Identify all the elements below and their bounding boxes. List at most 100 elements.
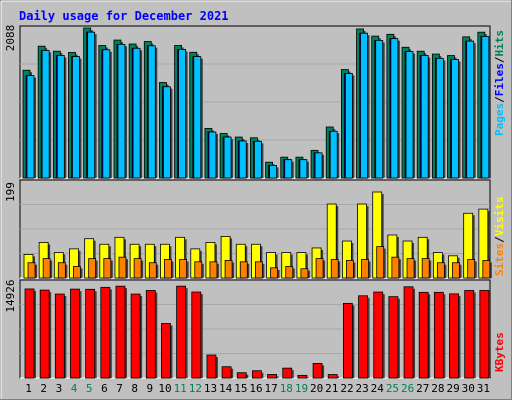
x-tick-label: 29 xyxy=(446,382,459,395)
pages-bar xyxy=(329,130,338,179)
x-tick-label: 8 xyxy=(131,382,138,395)
pages-bar xyxy=(26,75,35,179)
sites-bar xyxy=(315,258,324,279)
pages-bar xyxy=(435,57,444,179)
x-tick-label: 1 xyxy=(25,382,32,395)
sites-bar xyxy=(421,258,430,279)
sites-bar xyxy=(467,259,476,279)
kbytes-bar xyxy=(403,286,414,379)
x-tick-label: 11 xyxy=(174,382,187,395)
kbytes-bar xyxy=(388,296,399,379)
kbytes-bar xyxy=(85,288,96,379)
pages-bar xyxy=(375,40,384,179)
kbytes-bar xyxy=(267,374,277,379)
pages-bar xyxy=(56,55,65,179)
kbytes-bar xyxy=(39,289,50,379)
x-tick-label: 3 xyxy=(56,382,63,395)
sites-bar xyxy=(88,258,97,279)
kbytes-bar xyxy=(252,370,262,379)
sites-bar xyxy=(57,262,66,279)
pages-bar xyxy=(299,159,308,179)
pages-bar xyxy=(208,131,217,179)
x-tick-label: 9 xyxy=(147,382,154,395)
x-tick-label: 17 xyxy=(265,382,278,395)
kbytes-bar xyxy=(100,286,111,379)
sites-bar xyxy=(482,260,491,279)
x-tick-label: 5 xyxy=(86,382,93,395)
sites-bar xyxy=(133,258,142,279)
kbytes-bar xyxy=(130,293,141,379)
x-tick-label: 19 xyxy=(295,382,308,395)
sites-bar xyxy=(224,260,233,279)
sites-bar xyxy=(164,259,172,279)
x-tick-label: 21 xyxy=(325,382,338,395)
sites-bar xyxy=(255,261,263,279)
kbytes-bar xyxy=(433,291,444,379)
pages-bar xyxy=(284,159,293,179)
pages-bar xyxy=(451,59,459,179)
x-tick-label: 22 xyxy=(340,382,353,395)
pages-bar xyxy=(481,36,490,179)
pages-bar xyxy=(132,47,141,179)
x-tick-label: 24 xyxy=(371,382,385,395)
sites-bar xyxy=(270,267,278,279)
x-tick-label: 31 xyxy=(477,382,490,395)
pages-bar xyxy=(72,56,80,179)
kbytes-bar xyxy=(206,354,217,379)
pages-bar xyxy=(41,50,50,179)
x-tick-label: 4 xyxy=(71,382,78,395)
x-tick-label: 25 xyxy=(386,382,399,395)
pages-bar xyxy=(178,49,187,179)
x-tick-label: 14 xyxy=(219,382,233,395)
pages-bar xyxy=(254,140,262,179)
kbytes-bar xyxy=(418,291,429,379)
kbytes-bar xyxy=(176,285,187,379)
sites-bar xyxy=(209,261,218,279)
x-tick-label: 27 xyxy=(416,382,429,395)
pages-bar xyxy=(147,45,156,179)
pages-bar xyxy=(314,152,323,179)
sites-bar xyxy=(300,268,309,279)
x-tick-label: 16 xyxy=(249,382,262,395)
x-tick-label: 2 xyxy=(40,382,47,395)
sites-bar xyxy=(345,260,354,279)
kbytes-bar xyxy=(191,291,202,379)
kbytes-bar xyxy=(282,367,293,379)
kbytes-bar xyxy=(54,293,65,379)
sites-bar xyxy=(103,258,112,279)
sites-bar xyxy=(330,259,339,279)
pages-bar xyxy=(344,73,353,179)
pages-bar xyxy=(269,165,277,179)
kbytes-bar xyxy=(145,290,156,379)
pages-bar xyxy=(405,51,414,179)
y-max-label: 199 xyxy=(4,182,17,202)
pages-bar xyxy=(117,43,126,179)
sites-bar xyxy=(118,256,127,279)
kbytes-bar xyxy=(449,293,459,379)
sites-bar xyxy=(194,261,203,279)
kbytes-bar xyxy=(115,285,126,379)
sites-bar xyxy=(376,246,385,279)
kbytes-bar xyxy=(161,323,171,379)
x-tick-label: 15 xyxy=(234,382,247,395)
pages-bar xyxy=(238,140,247,179)
sites-bar xyxy=(42,258,51,279)
sites-bar xyxy=(436,262,445,279)
x-tick-label: 28 xyxy=(431,382,444,395)
kbytes-bar xyxy=(358,295,368,379)
kbytes-bar xyxy=(70,288,80,379)
pages-bar xyxy=(420,55,429,179)
sites-bar xyxy=(73,266,81,279)
kbytes-bar xyxy=(221,366,232,379)
kbytes-bar xyxy=(342,302,353,379)
pages-bar xyxy=(163,86,171,179)
pages-bar xyxy=(193,56,202,179)
pages-bar xyxy=(466,40,475,179)
x-tick-label: 20 xyxy=(310,382,323,395)
chart-title: Daily usage for December 2021 xyxy=(19,9,229,23)
x-tick-label: 7 xyxy=(116,382,123,395)
x-tick-label: 26 xyxy=(401,382,414,395)
kbytes-bar xyxy=(479,290,490,379)
